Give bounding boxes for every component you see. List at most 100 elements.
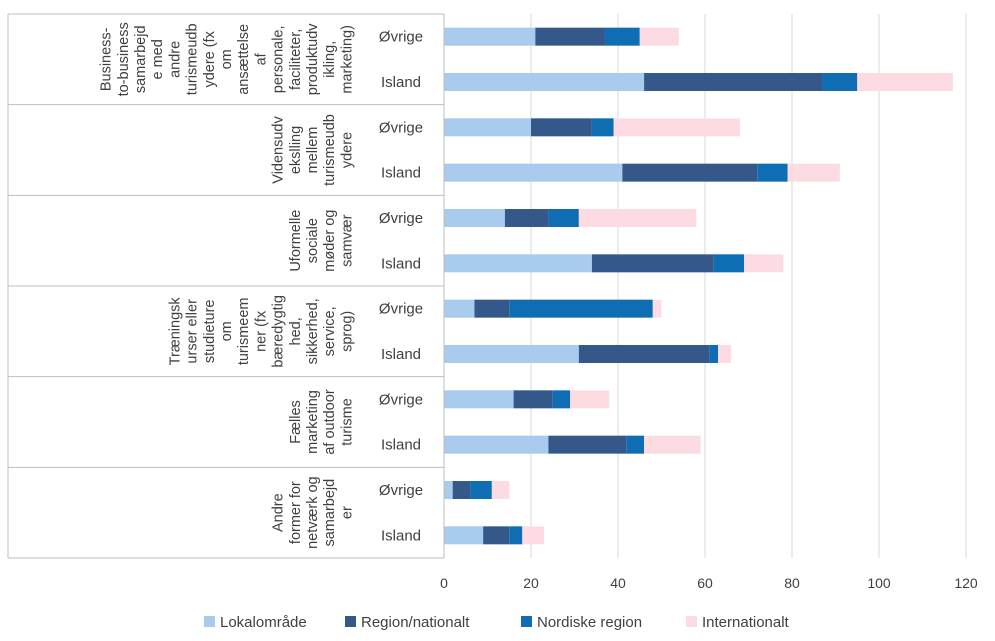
category-label: Øvrige (379, 301, 423, 318)
legend-label: Region/nationalt (361, 614, 470, 631)
group-label-line: af outdoor (322, 389, 338, 454)
group-label-line: former for (288, 481, 304, 544)
category-label: Øvrige (379, 29, 423, 46)
group-label-line: om (219, 49, 235, 69)
bar-segment (444, 118, 531, 137)
legend-label: Lokalområde (220, 614, 307, 631)
group-label-line: service, (322, 306, 338, 356)
group-label-line: urser eller (185, 299, 201, 364)
bar-segment (483, 526, 510, 545)
group-label-line: ekslling (288, 126, 304, 174)
bar-segment (591, 118, 614, 137)
category-label: Island (381, 165, 421, 182)
category-label: Island (381, 346, 421, 363)
bar-segment (622, 163, 758, 182)
bar-segment (757, 163, 788, 182)
group-label-line: samarbejd (133, 25, 149, 93)
group-label-line: turismeem (236, 297, 252, 365)
category-label: Øvrige (379, 391, 423, 408)
group-label-line: Andre (271, 493, 287, 532)
bar-segment (444, 390, 514, 409)
group-label-line: samvær (339, 214, 355, 267)
group-label-line: sociale (305, 218, 321, 263)
group-label-line: er (339, 506, 355, 519)
bar-segment (531, 118, 592, 137)
bar-segment (513, 390, 553, 409)
bar-segment (652, 299, 662, 318)
bar-segment (570, 390, 610, 409)
bar-segment (644, 73, 823, 91)
group-label-line: møder og (322, 210, 338, 272)
bar-segment (644, 435, 701, 454)
group-label-line: sikkerhed, (305, 298, 321, 364)
bar-segment (474, 299, 510, 318)
x-tick-label: 80 (784, 575, 800, 591)
legend-swatch (521, 616, 532, 627)
category-label: Island (381, 527, 421, 544)
x-tick-label: 40 (610, 575, 626, 591)
group-label-line: andre (167, 41, 183, 78)
bar-segment (444, 27, 536, 46)
category-label: Øvrige (379, 482, 423, 499)
x-axis-ticks: 0 20 40 60 80 100 120 (440, 575, 978, 591)
bar-segment (444, 163, 623, 182)
group-label-line: bæredygtig (271, 295, 287, 368)
group-label-line: Uformelle (288, 210, 304, 272)
bar-segment (548, 435, 627, 454)
group-label-line: personale, (271, 25, 287, 93)
bar-segment (613, 118, 740, 137)
bar-segment (509, 526, 523, 545)
group-label-line: turismeudb (322, 114, 338, 186)
group-label-line: hed, (288, 317, 304, 345)
legend-label: Nordiske region (537, 614, 642, 631)
bar-segment (452, 481, 471, 499)
category-label: Øvrige (379, 119, 423, 136)
bar-segment (744, 254, 784, 273)
group-label-line: faciliteter, (288, 29, 304, 90)
bar-segment (504, 209, 549, 227)
x-tick-label: 120 (954, 575, 978, 591)
x-tick-label: 0 (440, 575, 448, 591)
group-label-line: ner (fx (253, 310, 269, 352)
group-label-line: netværk og (305, 476, 321, 549)
legend: Lokalområde Region/nationalt Nordiske regi… (204, 614, 790, 631)
group-label-line: e med (150, 39, 166, 79)
bar-segment (444, 435, 549, 454)
group-label-line: to-business (116, 22, 132, 96)
category-labels: Øvrige Island Øvrige Island Øvrige Island Øvri… (379, 29, 423, 545)
group-label-line: produktudv (305, 23, 321, 95)
bar-segment (444, 299, 475, 318)
bar-segment (444, 481, 453, 499)
group-label-line: ydere (fx (202, 30, 218, 87)
category-label: Island (381, 255, 421, 272)
group-label-line: Fælles (288, 400, 304, 444)
legend-swatch (204, 616, 215, 627)
x-tick-label: 60 (697, 575, 713, 591)
group-label-line: marketing (305, 390, 321, 454)
group-label-line: turisme (339, 398, 355, 446)
bar-segment (713, 254, 745, 273)
bar-segment (591, 254, 714, 273)
category-label: Island (381, 74, 421, 91)
bar-segment (491, 481, 510, 499)
group-label-line: ansættelse (236, 24, 252, 95)
bars (444, 27, 953, 545)
bar-segment (509, 299, 653, 318)
group-label-line: ikling, (322, 41, 338, 78)
bar-segment (444, 73, 645, 91)
group-label-line: turismeudb (185, 23, 201, 95)
bar-segment (626, 435, 645, 454)
category-label: Øvrige (379, 210, 423, 227)
group-label-line: sprog) (339, 311, 355, 352)
bar-segment (578, 345, 710, 363)
bar-segment (857, 73, 953, 91)
bar-segment (578, 209, 697, 227)
bar-segment (444, 526, 484, 545)
bar-segment (718, 345, 732, 363)
bar-segment (787, 163, 840, 182)
group-labels: Business-to-business samarbejd e med andre t… (99, 22, 356, 549)
group-label-line: Træningsk (167, 297, 183, 366)
legend-swatch (345, 616, 356, 627)
group-label-line: studieture (202, 299, 218, 363)
